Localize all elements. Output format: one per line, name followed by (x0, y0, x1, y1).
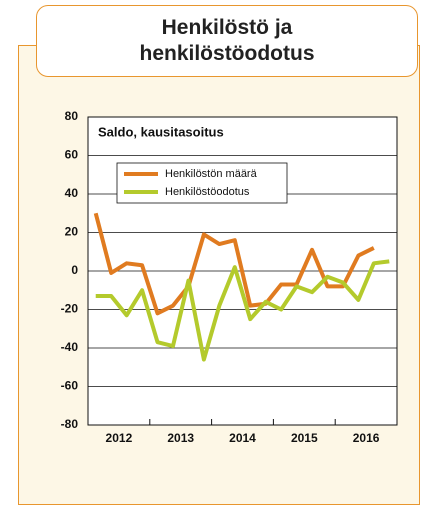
series-line (93, 212, 375, 316)
series-line (95, 259, 390, 362)
y-tick-label: -40 (61, 340, 79, 354)
y-tick-label: 20 (65, 225, 79, 239)
y-tick-label: -80 (61, 417, 79, 431)
legend-label: Henkilöstöodotus (165, 186, 250, 198)
title-tab: Henkilöstö ja henkilöstöodotus (36, 5, 418, 77)
chart-subtitle: Saldo, kausitasoitus (98, 124, 224, 139)
y-tick-label: -20 (61, 302, 79, 316)
y-tick-label: -60 (61, 379, 79, 393)
x-tick-label: 2013 (167, 431, 194, 445)
chart-title: Henkilöstö ja henkilöstöodotus (139, 16, 315, 65)
x-tick-label: 2015 (291, 431, 318, 445)
x-tick-label: 2014 (229, 431, 256, 445)
y-tick-label: 80 (65, 109, 79, 123)
y-tick-label: 60 (65, 148, 79, 162)
x-tick-label: 2016 (353, 431, 380, 445)
x-tick-label: 2012 (106, 431, 133, 445)
y-tick-label: 40 (65, 186, 79, 200)
legend-box (116, 162, 288, 204)
y-tick-label: 0 (71, 263, 78, 277)
legend-label: Henkilöstön määrä (165, 168, 258, 180)
